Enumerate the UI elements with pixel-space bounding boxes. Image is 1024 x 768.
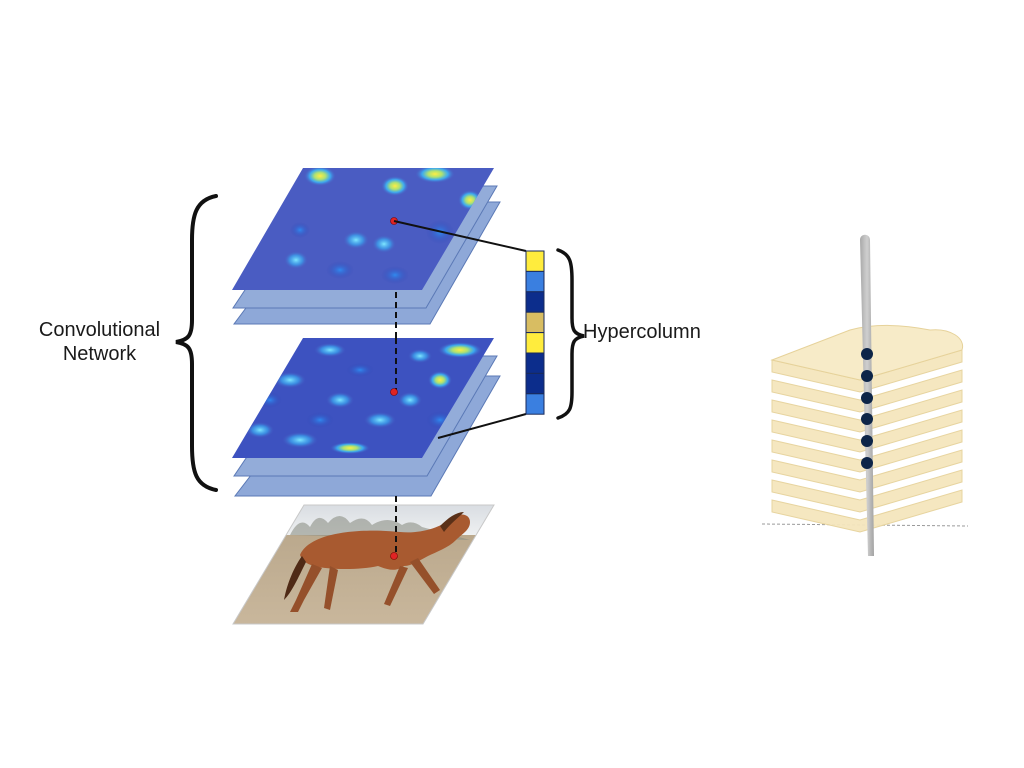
- label-line: Convolutional: [38, 319, 161, 341]
- bread-slice: [771, 389, 963, 433]
- skewer-dot: [861, 457, 873, 469]
- right-brace-icon: [556, 248, 585, 420]
- probe-dot-image: [390, 552, 398, 560]
- bread-slice: [771, 369, 963, 413]
- convolutional-network-label: Convolutional Network: [22, 318, 177, 366]
- left-brace-icon: [175, 194, 218, 492]
- skewer-dot: [861, 413, 873, 425]
- label-line: Network: [62, 343, 137, 365]
- hypercolumn-cell: [525, 250, 545, 272]
- hypercolumn-cell: [525, 311, 545, 334]
- bread-slice: [771, 429, 963, 473]
- heatmap-layer-bottom: [232, 338, 494, 458]
- hypercolumn-label: Hypercolumn: [583, 321, 701, 343]
- skewer-dot: [861, 435, 873, 447]
- hypercolumn-cell: [525, 372, 545, 395]
- horse-photo-icon: [232, 504, 495, 625]
- connector-line: [393, 220, 527, 252]
- hypercolumn-cell: [525, 352, 545, 374]
- ground-line: [761, 523, 969, 527]
- skewer-dot: [861, 392, 873, 404]
- bread-slice: [771, 409, 963, 453]
- hypercolumn-cell: [525, 291, 545, 313]
- hypercolumn-cell: [525, 270, 545, 293]
- hypercolumn-cell: [525, 332, 545, 354]
- hypercolumn-vector: [525, 250, 545, 415]
- bread-slice: [771, 449, 963, 493]
- hypercolumn-cell: [525, 393, 545, 415]
- connector-line: [437, 413, 527, 439]
- bread-slice: [771, 469, 963, 513]
- bread-slice: [771, 489, 963, 533]
- probe-dot-middle: [390, 388, 398, 396]
- skewer-dot: [861, 348, 873, 360]
- heatmap-layer-top: [232, 168, 494, 290]
- skewer-dot: [861, 370, 873, 382]
- bread-stack-illustration: [761, 234, 969, 556]
